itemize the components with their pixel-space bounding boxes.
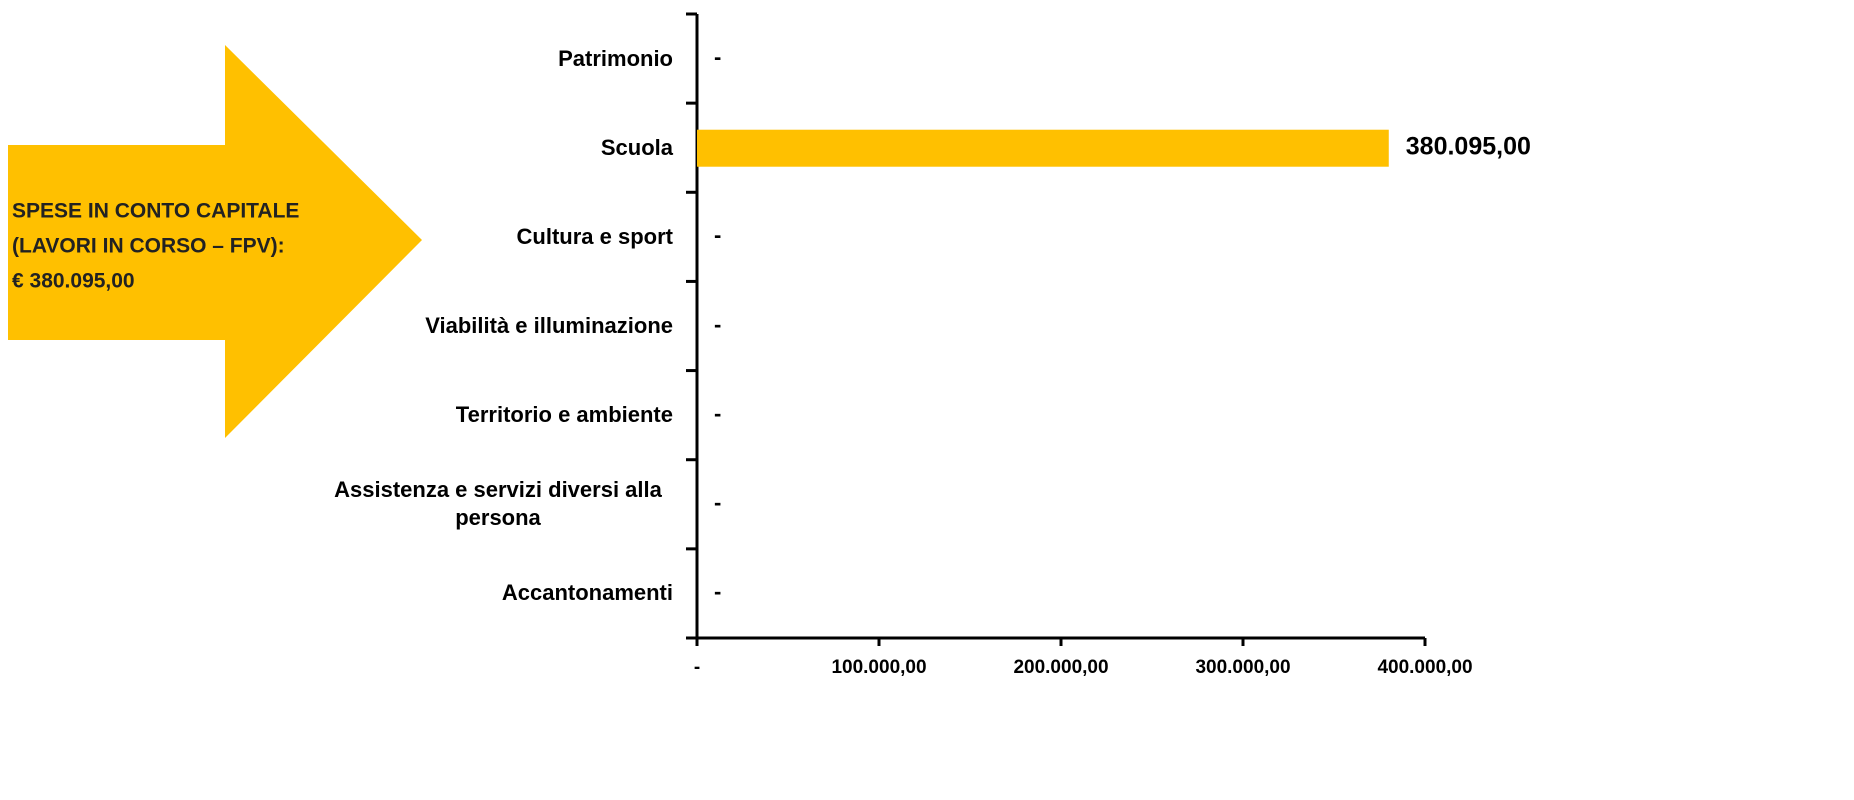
value-label: - (714, 44, 721, 69)
annotation-text: SPESE IN CONTO CAPITALE (12, 200, 299, 223)
category-label: Assistenza e servizi diversi alla person… (334, 477, 662, 531)
arrow (8, 45, 422, 438)
value-label: - (714, 490, 721, 515)
x-tick-label: 100.000,00 (831, 657, 926, 678)
value-label: - (714, 223, 721, 248)
value-label: - (714, 312, 721, 337)
x-tick-label: 200.000,00 (1013, 657, 1108, 678)
value-label: - (714, 401, 721, 426)
x-tick-label: 300.000,00 (1195, 657, 1290, 678)
annotation-text: (LAVORI IN CORSO – FPV): (12, 235, 285, 258)
value-label: - (714, 579, 721, 604)
bar (697, 129, 1389, 167)
category-label: Patrimonio (558, 45, 673, 71)
category-label: Territorio e ambiente (455, 402, 673, 428)
category-label: Cultura e sport (516, 223, 673, 249)
x-tick-label: 400.000,00 (1377, 657, 1472, 678)
x-tick-label: - (694, 657, 700, 678)
annotation-text: € 380.095,00 (12, 270, 135, 293)
category-label: Scuola (600, 134, 673, 160)
category-label: Viabilità e illuminazione (425, 313, 673, 338)
value-label: 380.095,00 (1406, 132, 1531, 160)
category-label: Accantonamenti (501, 580, 673, 606)
